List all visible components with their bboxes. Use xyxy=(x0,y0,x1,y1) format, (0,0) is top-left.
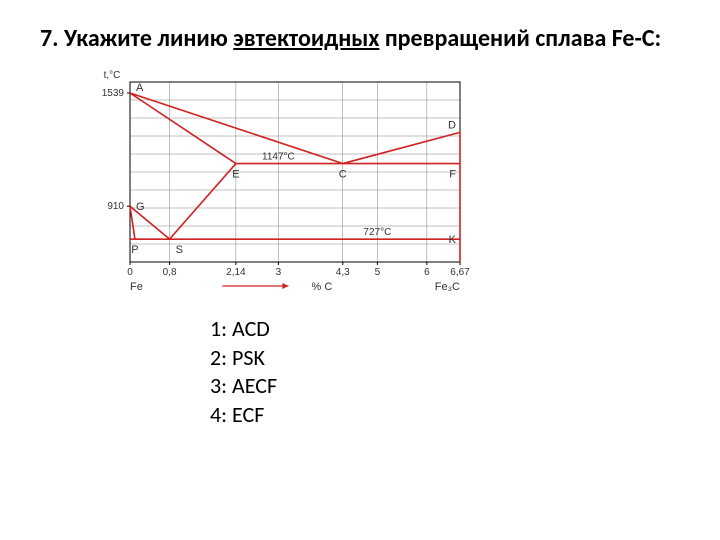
svg-text:Fe₃C: Fe₃C xyxy=(435,281,460,293)
svg-text:% C: % C xyxy=(312,281,333,293)
svg-text:3: 3 xyxy=(276,267,282,278)
answer-options: 1: ACD 2: PSK 3: AECF 4: ECF xyxy=(210,315,680,429)
svg-text:Fe: Fe xyxy=(130,281,143,293)
phase-diagram: 1539 910 t,°C 0 0,8 2,14 3 4,3 5 6 6,67 % C Fe Fe₃C 11… xyxy=(70,62,680,307)
question-underlined: эвтектоидных xyxy=(233,24,379,53)
svg-text:910: 910 xyxy=(107,201,124,212)
svg-text:A: A xyxy=(136,82,144,94)
svg-text:1147°C: 1147°C xyxy=(262,152,295,163)
svg-text:C: C xyxy=(339,169,347,181)
answer-1: 1: ACD xyxy=(210,315,680,344)
svg-text:1539: 1539 xyxy=(102,88,125,99)
svg-text:K: K xyxy=(449,234,457,246)
question-prefix: 7. Укажите линию xyxy=(40,24,233,53)
svg-text:t,°C: t,°C xyxy=(104,70,121,81)
question-suffix: превращений сплава Fe-C: xyxy=(379,24,661,53)
svg-text:0,8: 0,8 xyxy=(163,267,177,278)
svg-text:S: S xyxy=(176,244,183,256)
svg-text:2,14: 2,14 xyxy=(226,267,246,278)
svg-text:F: F xyxy=(449,169,456,181)
svg-text:5: 5 xyxy=(375,267,381,278)
svg-text:4,3: 4,3 xyxy=(336,267,350,278)
svg-text:D: D xyxy=(448,119,456,131)
svg-text:727°C: 727°C xyxy=(363,227,391,238)
answer-4: 4: ECF xyxy=(210,401,680,430)
svg-text:6,67: 6,67 xyxy=(450,267,470,278)
svg-text:E: E xyxy=(232,169,239,181)
svg-text:P: P xyxy=(131,244,138,256)
answer-2: 2: PSK xyxy=(210,344,680,373)
fe-c-diagram-svg: 1539 910 t,°C 0 0,8 2,14 3 4,3 5 6 6,67 % C Fe Fe₃C 11… xyxy=(70,62,490,302)
svg-text:G: G xyxy=(136,201,145,213)
question-text: 7. Укажите линию эвтектоидных превращени… xyxy=(40,24,680,54)
answer-3: 3: AECF xyxy=(210,372,680,401)
svg-text:6: 6 xyxy=(424,267,430,278)
svg-text:0: 0 xyxy=(127,267,133,278)
